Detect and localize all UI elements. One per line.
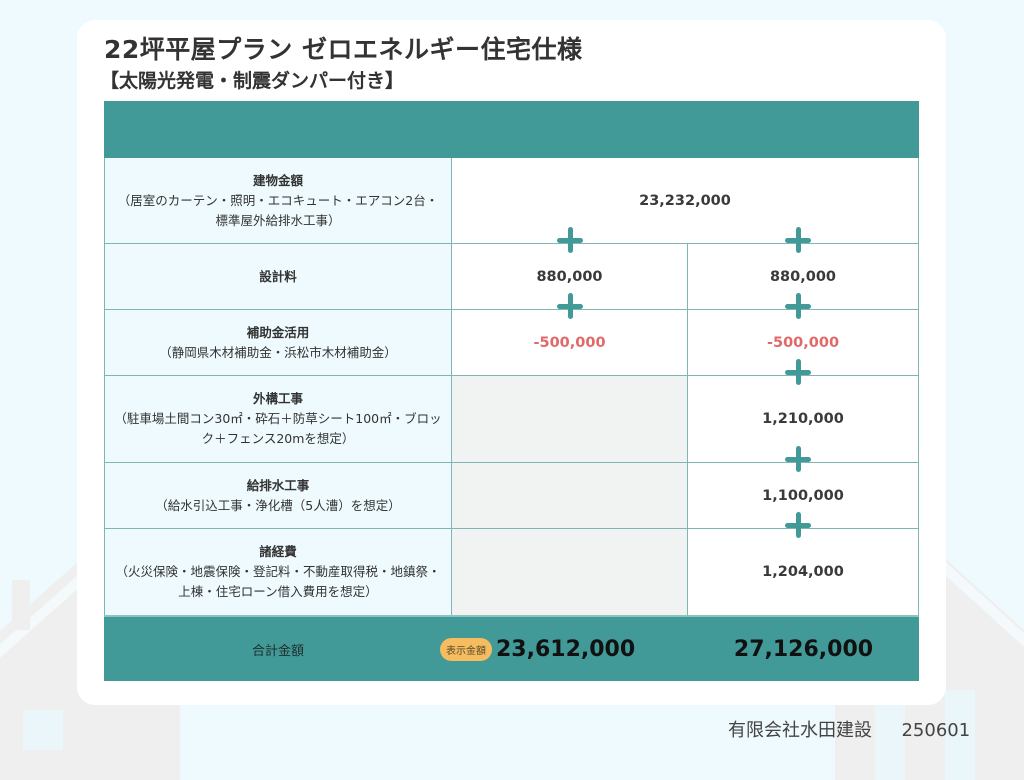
- row-label-cell: 外構工事 （駐車場土間コン30㎡・砕石＋防草シート100㎡・ブロック＋フェンス2…: [105, 376, 452, 462]
- plus-icon: [785, 446, 812, 472]
- value-plan-b: 1,210,000: [688, 359, 918, 462]
- row-label: 外構工事: [252, 391, 303, 406]
- row-label-cell: 建物金額 （居室のカーテン・照明・エコキュート・エアコン2台・標準屋外給排水工事…: [105, 158, 452, 243]
- value-plan-a-empty: [452, 463, 688, 528]
- table-row-building: 建物金額 （居室のカーテン・照明・エコキュート・エアコン2台・標準屋外給排水工事…: [104, 158, 919, 244]
- page-title: 22坪平屋プラン ゼロエネルギー住宅仕様: [104, 35, 583, 64]
- merged-value: 23,232,000: [452, 158, 918, 243]
- value-text: -500,000: [766, 334, 840, 351]
- table-row-plumbing: 給排水工事 （給水引込工事・浄化槽（5人漕）を想定） 1,100,000: [104, 446, 919, 529]
- display-price-badge: 表示金額: [440, 637, 492, 661]
- row-label: 給排水工事: [246, 477, 310, 493]
- plus-icon: [556, 293, 583, 319]
- row-note: （給水引込工事・浄化槽（5人漕）を想定）: [155, 497, 401, 513]
- value-plan-a-empty: [452, 529, 688, 615]
- value-text: 880,000: [536, 268, 603, 285]
- row-label: 建物金額: [252, 172, 303, 188]
- total-label: 合計金額: [251, 643, 304, 659]
- value-plan-b: 1,100,000: [688, 446, 918, 528]
- value-text: 1,204,000: [762, 564, 844, 580]
- value-plan-b: 880,000: [688, 227, 918, 309]
- total-plan-a: 表示金額 23,612,000: [440, 636, 688, 662]
- value-text: -500,000: [533, 334, 606, 351]
- table-row-misc: 諸経費 （火災保険・地震保険・登記料・不動産取得税・地鎮祭・上棟・住宅ローン借入…: [104, 512, 919, 615]
- plus-icon: [785, 359, 812, 385]
- total-plan-b: 27,126,000: [688, 637, 919, 662]
- value-text: 880,000: [769, 268, 837, 285]
- row-note: （静岡県木材補助金・浜松市木材補助金）: [159, 344, 397, 360]
- row-note: （火災保険・地震保険・登記料・不動産取得税・地鎮祭・上棟・住宅ローン借入費用を想…: [115, 564, 441, 599]
- plus-icon: [785, 227, 812, 253]
- value-plan-a: -500,000: [452, 293, 688, 375]
- table-row-exterior: 外構工事 （駐車場土間コン30㎡・砕石＋防草シート100㎡・ブロック＋フェンス2…: [104, 359, 919, 463]
- value-plan-b: -500,000: [688, 293, 918, 375]
- total-value-b: 27,126,000: [733, 636, 874, 662]
- row-label-cell: 設計料: [105, 244, 452, 309]
- row-label-cell: 諸経費 （火災保険・地震保険・登記料・不動産取得税・地鎮祭・上棟・住宅ローン借入…: [105, 529, 452, 615]
- row-label-cell: 補助金活用 （静岡県木材補助金・浜松市木材補助金）: [105, 310, 452, 375]
- page-subtitle: 【太陽光発電・制震ダンパー付き】: [100, 70, 405, 92]
- table-total-row: 合計金額 表示金額 23,612,000 27,126,000: [104, 615, 919, 681]
- row-label: 補助金活用: [246, 324, 310, 340]
- company-name: 有限会社水田建設: [728, 720, 872, 741]
- table-row-subsidy: 補助金活用 （静岡県木材補助金・浜松市木材補助金） -500,000 -500,…: [104, 293, 919, 376]
- plus-icon: [785, 293, 812, 319]
- value-text: 1,210,000: [762, 411, 844, 427]
- row-note: （居室のカーテン・照明・エコキュート・エアコン2台・標準屋外給排水工事）: [117, 192, 439, 228]
- plus-icon: [556, 227, 583, 253]
- total-value-a: 23,612,000: [496, 636, 636, 662]
- footer: 有限会社水田建設 250601: [728, 716, 970, 742]
- row-note: （駐車場土間コン30㎡・砕石＋防草シート100㎡・ブロック＋フェンス20mを想定…: [114, 411, 442, 446]
- value-plan-a-empty: [452, 376, 688, 462]
- table-header-bar: [104, 101, 919, 158]
- plus-icon: [785, 512, 812, 538]
- document-code: 250601: [901, 720, 971, 741]
- price-table: 建物金額 （居室のカーテン・照明・エコキュート・エアコン2台・標準屋外給排水工事…: [104, 101, 919, 681]
- row-label: 設計料: [259, 268, 297, 284]
- value-text: 1,100,000: [762, 487, 844, 504]
- row-label-cell: 給排水工事 （給水引込工事・浄化槽（5人漕）を想定）: [105, 463, 452, 528]
- value-plan-b: 1,204,000: [688, 512, 918, 615]
- row-label: 諸経費: [259, 544, 297, 559]
